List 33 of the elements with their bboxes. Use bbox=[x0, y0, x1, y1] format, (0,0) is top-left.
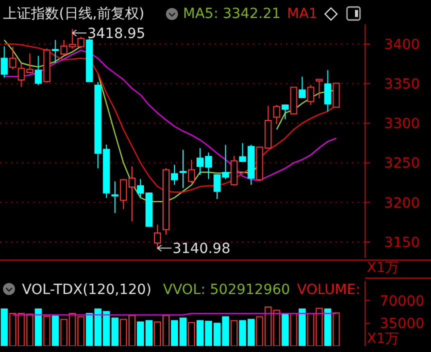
y-tick-label: 3250 bbox=[384, 156, 420, 172]
chart-title: 上证指数(日线,前复权) bbox=[3, 6, 144, 22]
annotation: 3418.95 bbox=[87, 26, 146, 42]
y-tick-label: 3300 bbox=[384, 116, 420, 132]
chart-title: VOL-TDX(120,120) bbox=[22, 282, 152, 298]
bar bbox=[43, 316, 50, 346]
y-tick-label: 3150 bbox=[384, 234, 420, 251]
bar bbox=[332, 312, 340, 346]
candlestick bbox=[52, 40, 59, 64]
annotation: VOLUME: bbox=[297, 282, 360, 298]
bar bbox=[282, 313, 289, 346]
y-tick-label: 3350 bbox=[384, 76, 420, 92]
bar bbox=[0, 308, 8, 346]
bar bbox=[324, 308, 332, 346]
y-tick-label: 3200 bbox=[384, 195, 420, 212]
annotation: VVOL: 502912960 bbox=[163, 282, 290, 298]
text: MA5: 3342.21 bbox=[183, 6, 281, 22]
bar bbox=[188, 322, 196, 346]
y-tick-label: 35000 bbox=[380, 316, 424, 332]
text: X1万 bbox=[366, 260, 400, 276]
bar bbox=[230, 320, 238, 346]
candlestick bbox=[180, 149, 187, 189]
bar bbox=[290, 313, 298, 346]
annotation: 3140.98 bbox=[172, 241, 230, 258]
y-tick-label: 70000 bbox=[380, 293, 424, 310]
y-tick-label: 3400 bbox=[384, 36, 420, 53]
candlestick bbox=[111, 180, 118, 214]
bar bbox=[52, 316, 59, 346]
bar bbox=[298, 308, 306, 346]
candlestick bbox=[324, 70, 332, 112]
text: X1万 bbox=[366, 331, 400, 347]
text: MA1 bbox=[287, 6, 318, 22]
bar bbox=[34, 308, 42, 346]
